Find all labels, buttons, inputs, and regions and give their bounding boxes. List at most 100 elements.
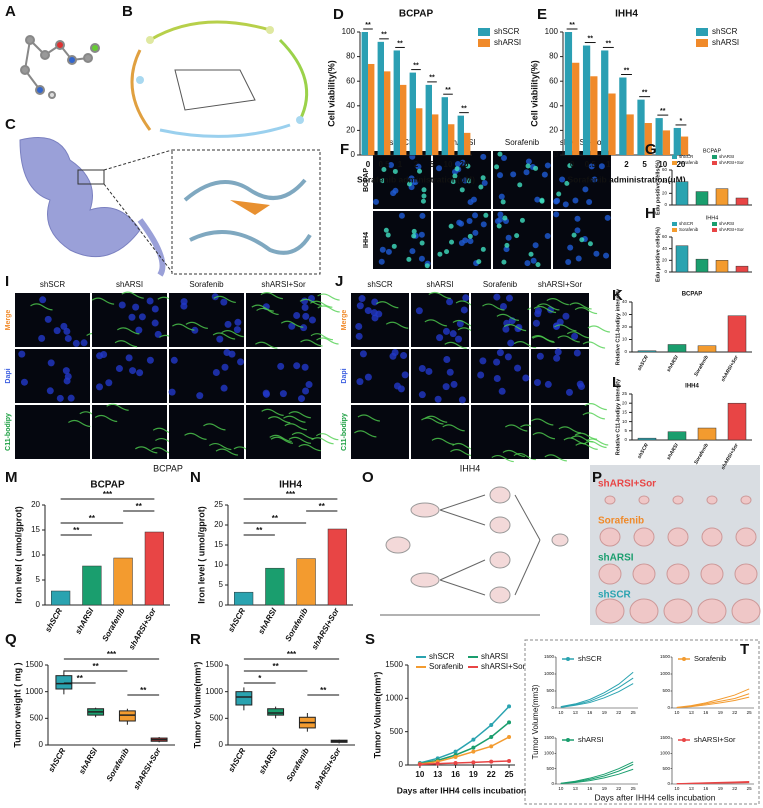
- lipid-signal: [554, 324, 577, 332]
- x-axis-label: Days after IHH4 cells incubation: [397, 785, 526, 795]
- lipid-signal: [298, 444, 321, 452]
- y-tick-label: 15: [31, 525, 40, 534]
- cell: [297, 395, 305, 403]
- cell: [448, 223, 454, 229]
- legend-swatch: [712, 228, 717, 232]
- legend-swatch: [672, 222, 677, 226]
- y-axis-label: Tumor weight ( mg ): [12, 662, 22, 747]
- lipid-signal: [288, 436, 312, 444]
- x-tick-label: shARSI: [77, 746, 99, 776]
- line: [419, 736, 510, 765]
- bar: [425, 84, 432, 155]
- cell: [519, 217, 525, 223]
- y-tick-label: 20: [622, 324, 628, 329]
- y-tick-label: 500: [30, 713, 44, 722]
- cell: [355, 332, 363, 340]
- micrograph: [15, 405, 90, 459]
- cell: [293, 362, 301, 370]
- tumor: [666, 563, 690, 585]
- bar: [441, 97, 448, 155]
- cell: [398, 212, 405, 219]
- cell: [493, 358, 501, 366]
- y-tick-label: 20: [662, 191, 668, 196]
- column-label: Sorafenib: [505, 138, 540, 147]
- cell: [400, 351, 408, 359]
- panel-letter: T: [740, 641, 749, 658]
- tumor: [700, 563, 724, 585]
- cell: [522, 374, 530, 382]
- x-axis-label: Sorafenib administration(uM): [567, 174, 685, 184]
- caption: IHH4: [460, 463, 481, 473]
- x-tick-label: 19: [602, 786, 608, 791]
- lipid-signal: [585, 438, 609, 446]
- cell: [379, 246, 386, 253]
- x-tick-label: shSCR: [636, 354, 650, 372]
- x-tick-label: 10: [558, 786, 564, 791]
- cell: [63, 377, 71, 385]
- cell: [459, 187, 465, 193]
- bar: [673, 127, 681, 155]
- cell: [135, 326, 143, 334]
- bar: [448, 124, 455, 155]
- significance-label: *: [680, 118, 683, 125]
- micrograph: [351, 349, 409, 403]
- bar: [432, 114, 439, 155]
- cell: [301, 297, 309, 305]
- lipid-signal: [558, 426, 581, 434]
- legend-label: shARSI: [712, 38, 739, 47]
- cell: [510, 171, 517, 178]
- cell: [64, 334, 72, 342]
- cell: [478, 184, 484, 190]
- cell: [480, 221, 487, 228]
- cell: [418, 365, 426, 373]
- cell: [541, 171, 548, 178]
- cell: [392, 168, 398, 174]
- cell: [455, 335, 463, 343]
- x-tick-label: 16: [703, 786, 709, 791]
- row-label: C11-bodipy: [5, 413, 12, 451]
- legend-label: shARSI: [719, 221, 734, 226]
- cell: [393, 382, 401, 390]
- bar: [113, 557, 133, 606]
- y-tick-label: 1500: [660, 654, 671, 659]
- lipid-signal: [442, 424, 465, 432]
- micrograph: [246, 293, 321, 347]
- cell: [603, 252, 610, 259]
- x-tick-label: Sorafenib: [283, 606, 309, 643]
- y-tick-label: 10: [214, 560, 223, 569]
- significance-label: **: [606, 40, 612, 47]
- cell: [420, 198, 426, 204]
- legend-marker: [566, 657, 570, 661]
- y-tick-label: 1000: [25, 687, 43, 696]
- lipid-signal: [482, 303, 505, 311]
- significance-label: **: [93, 662, 100, 671]
- bar: [715, 188, 729, 206]
- x-tick-label: 19: [469, 770, 478, 779]
- y-tick-label: 60: [662, 234, 668, 239]
- tumor: [604, 495, 616, 505]
- lipid-signal: [376, 301, 399, 309]
- bar: [637, 99, 645, 155]
- y-tick-label: 0: [36, 600, 41, 609]
- bar: [735, 197, 749, 206]
- y-tick-label: 10: [622, 337, 628, 342]
- cell: [530, 257, 537, 264]
- y-axis-label: Relative C11-bodipy intensity: [615, 378, 621, 455]
- cell: [406, 256, 412, 262]
- bar: [735, 265, 749, 273]
- cell: [146, 356, 154, 364]
- significance-label: **: [319, 502, 326, 511]
- y-tick-label: 1500: [25, 660, 43, 669]
- y-tick-label: 60: [346, 76, 355, 85]
- x-tick-label: 16: [587, 786, 593, 791]
- panel-letter: G: [645, 141, 657, 158]
- y-tick-label: 0: [667, 781, 670, 786]
- significance-label: **: [273, 662, 280, 671]
- lipid-signal: [582, 412, 605, 420]
- lipid-signal: [94, 414, 118, 423]
- y-tick-label: 1500: [544, 735, 555, 740]
- cell: [421, 187, 427, 193]
- cell: [436, 334, 444, 342]
- legend-marker: [682, 738, 686, 742]
- box: [267, 708, 285, 716]
